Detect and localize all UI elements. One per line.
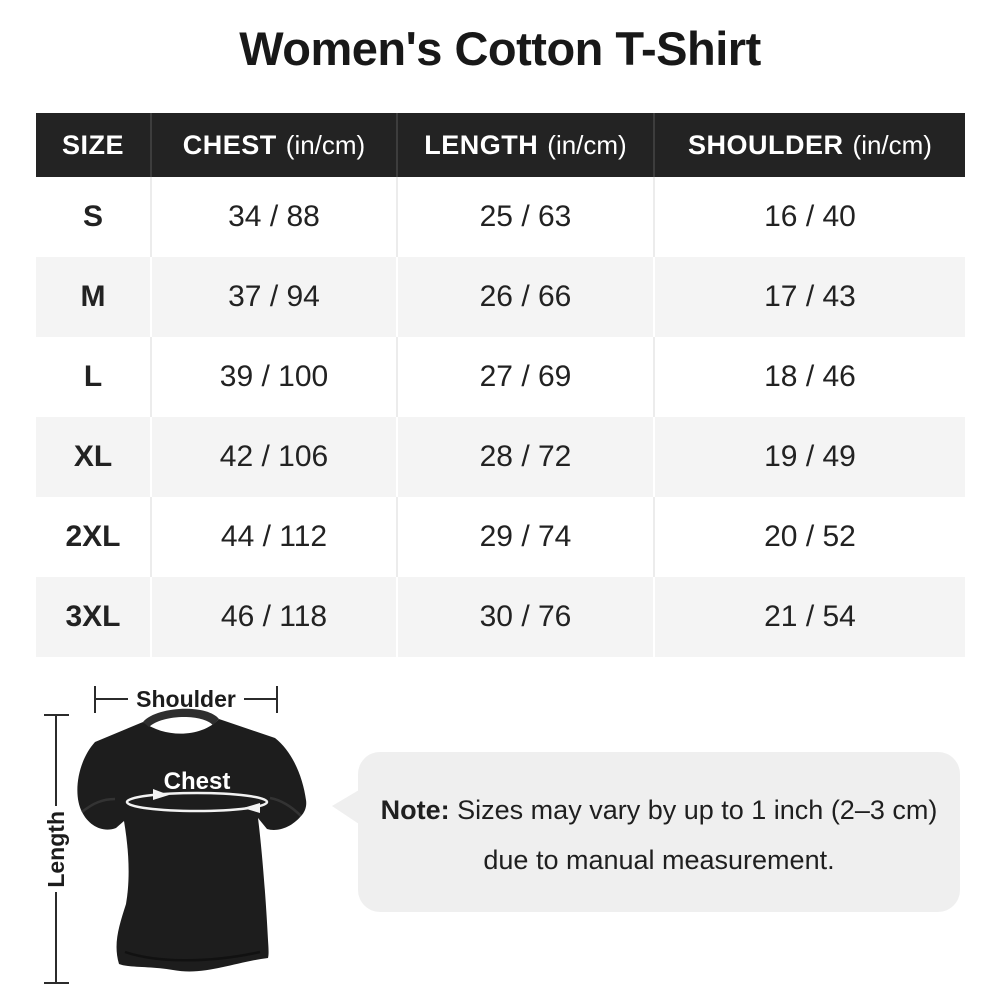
measure-line bbox=[55, 716, 57, 806]
measure-line bbox=[55, 892, 57, 982]
header-shoulder-unit: (in/cm) bbox=[852, 129, 932, 160]
size-cell: XL bbox=[36, 417, 152, 497]
table-header-row: SIZE CHEST (in/cm) LENGTH (in/cm) SHOULD… bbox=[36, 113, 965, 177]
chest-label: Chest bbox=[164, 768, 231, 795]
note-line-1-text: Sizes may vary by up to 1 inch (2–3 cm) bbox=[457, 795, 938, 825]
header-chest-label: CHEST bbox=[182, 129, 277, 160]
chest-cell: 39 / 100 bbox=[152, 337, 398, 417]
shoulder-cell: 18 / 46 bbox=[764, 360, 856, 393]
table-row: S 34 / 88 25 / 63 16 / 40 bbox=[36, 177, 965, 257]
note-line-2: due to manual measurement. bbox=[483, 845, 835, 875]
header-length-unit: (in/cm) bbox=[547, 129, 627, 160]
shoulder-cell: 17 / 43 bbox=[764, 280, 856, 313]
note-bubble-tail-icon bbox=[332, 790, 359, 824]
note-text: Note: Sizes may vary by up to 1 inch (2–… bbox=[358, 785, 960, 885]
size-cell: M bbox=[36, 257, 152, 337]
length-cell: 26 / 66 bbox=[398, 257, 655, 337]
chest-arrow-icon bbox=[153, 789, 169, 800]
measure-line bbox=[96, 698, 129, 700]
shoulder-measure-line: Shoulder bbox=[94, 685, 279, 713]
chest-cell: 37 / 94 bbox=[152, 257, 398, 337]
shoulder-cell: 21 / 54 bbox=[764, 600, 856, 633]
shoulder-label: Shoulder bbox=[136, 685, 236, 712]
table-row: M 37 / 94 26 / 66 17 / 43 bbox=[36, 257, 965, 337]
tshirt-graphic: Chest bbox=[77, 708, 307, 972]
shoulder-cell: 20 / 52 bbox=[764, 520, 856, 553]
header-shoulder: SHOULDER (in/cm) bbox=[655, 113, 965, 177]
header-shoulder-label: SHOULDER bbox=[688, 129, 844, 160]
length-measure-line: Length bbox=[41, 714, 71, 984]
note-line-1: Note: Sizes may vary by up to 1 inch (2–… bbox=[358, 785, 960, 835]
chest-measure-ellipse bbox=[125, 791, 269, 813]
table-row: L 39 / 100 27 / 69 18 / 46 bbox=[36, 337, 965, 417]
chest-cell: 46 / 118 bbox=[152, 577, 398, 657]
shoulder-cell: 19 / 49 bbox=[764, 440, 856, 473]
table-row: XL 42 / 106 28 / 72 19 / 49 bbox=[36, 417, 965, 497]
measure-tick-icon bbox=[276, 685, 279, 713]
header-chest: CHEST (in/cm) bbox=[152, 113, 398, 177]
header-size-label: SIZE bbox=[61, 129, 124, 160]
size-cell: L bbox=[36, 337, 152, 417]
tshirt-collar bbox=[143, 708, 219, 727]
sleeve-fold-line bbox=[269, 796, 302, 817]
header-size: SIZE bbox=[36, 113, 152, 177]
size-table: SIZE CHEST (in/cm) LENGTH (in/cm) SHOULD… bbox=[36, 113, 965, 657]
measure-line bbox=[243, 698, 277, 700]
header-length: LENGTH (in/cm) bbox=[398, 113, 655, 177]
note-prefix: Note: bbox=[380, 795, 450, 825]
measure-tick-icon bbox=[94, 685, 96, 713]
header-length-label: LENGTH bbox=[424, 129, 539, 160]
length-cell: 28 / 72 bbox=[398, 417, 655, 497]
length-cell: 30 / 76 bbox=[398, 577, 655, 657]
note-bubble: Note: Sizes may vary by up to 1 inch (2–… bbox=[332, 752, 960, 912]
header-chest-unit: (in/cm) bbox=[285, 129, 366, 160]
chest-arrow-icon bbox=[243, 803, 260, 813]
length-cell: 25 / 63 bbox=[398, 177, 655, 257]
table-row: 2XL 44 / 112 29 / 74 20 / 52 bbox=[36, 497, 965, 577]
measure-tick-icon bbox=[43, 982, 69, 984]
hem-fold-line bbox=[124, 950, 261, 962]
measure-tick-icon bbox=[43, 714, 69, 716]
tshirt-body bbox=[77, 719, 307, 972]
length-cell: 29 / 74 bbox=[398, 497, 655, 577]
size-cell: S bbox=[36, 177, 152, 257]
shoulder-cell: 16 / 40 bbox=[764, 200, 856, 233]
chest-cell: 42 / 106 bbox=[152, 417, 398, 497]
table-row: 3XL 46 / 118 30 / 76 21 / 54 bbox=[36, 577, 965, 657]
page-title: Women's Cotton T-Shirt bbox=[239, 22, 761, 75]
chest-cell: 34 / 88 bbox=[152, 177, 398, 257]
size-cell: 3XL bbox=[36, 577, 152, 657]
sleeve-fold-line bbox=[81, 797, 116, 813]
length-cell: 27 / 69 bbox=[398, 337, 655, 417]
size-cell: 2XL bbox=[36, 497, 152, 577]
chest-cell: 44 / 112 bbox=[152, 497, 398, 577]
